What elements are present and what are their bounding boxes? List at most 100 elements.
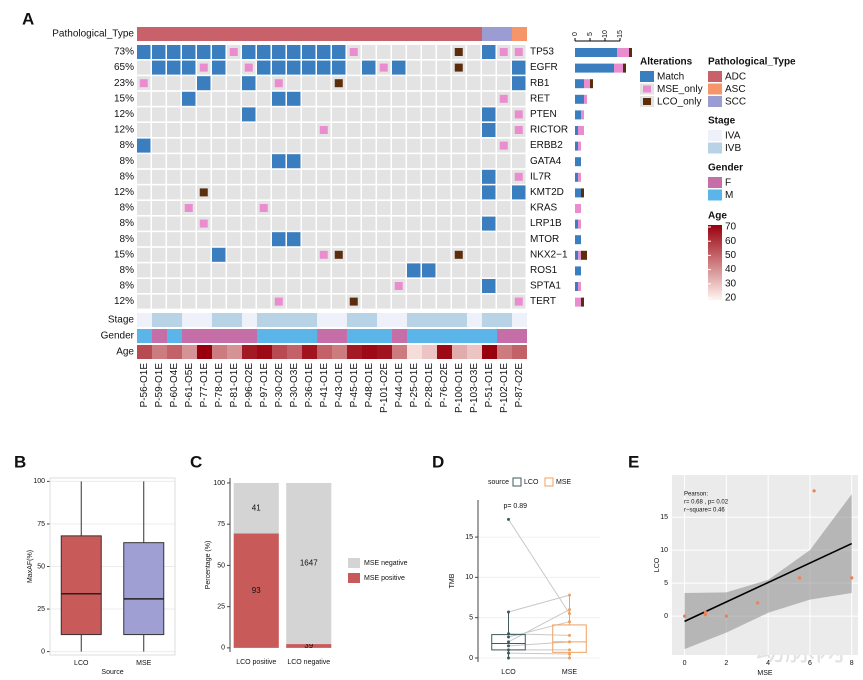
cell-background — [272, 107, 286, 122]
cell-background — [197, 294, 211, 309]
count-bar — [575, 235, 581, 245]
cell-background — [242, 91, 256, 106]
point — [507, 648, 510, 652]
gene-label: ERBB2 — [530, 140, 563, 151]
track-cell — [512, 27, 527, 41]
cell-background — [332, 232, 346, 247]
cell-background — [242, 279, 256, 293]
point — [850, 576, 854, 580]
alteration-1 — [244, 63, 253, 72]
alteration-match — [212, 60, 226, 75]
cell-background — [227, 169, 241, 184]
cell-background — [317, 294, 331, 309]
track-cell — [182, 313, 197, 327]
cell-background — [347, 60, 361, 75]
legend-title: Alterations — [640, 57, 693, 68]
alteration-1 — [184, 204, 193, 212]
cell-background — [392, 154, 406, 169]
cell-background — [242, 185, 256, 200]
alteration-match — [362, 60, 376, 75]
y-axis-label: LCO — [654, 557, 661, 572]
track-cell — [242, 329, 257, 343]
point — [724, 614, 728, 618]
cell-background — [197, 123, 211, 137]
cell-background — [482, 232, 496, 247]
track-cell — [257, 313, 272, 327]
alteration-match — [257, 45, 271, 59]
track-cell — [137, 27, 152, 41]
cell-background — [302, 294, 316, 309]
cell-background — [407, 169, 421, 184]
gene-label: RB1 — [530, 78, 550, 89]
cell-background — [272, 263, 286, 278]
alteration-match — [287, 91, 301, 106]
panel-label: A — [22, 9, 34, 28]
cell-background — [422, 232, 436, 247]
age-cell — [302, 345, 317, 359]
count-bar — [578, 282, 581, 291]
age-cell — [512, 345, 527, 359]
cell-background — [212, 216, 226, 231]
count-tick-label: 0 — [572, 32, 579, 36]
alteration-match — [512, 76, 526, 91]
cell-background — [422, 279, 436, 293]
alteration-match — [287, 45, 301, 59]
alteration-match — [182, 60, 196, 75]
track-cell — [452, 313, 467, 327]
cell-background — [512, 154, 526, 169]
percent-label: 8% — [120, 140, 135, 151]
point — [568, 640, 571, 644]
cell-background — [242, 232, 256, 247]
count-bar — [623, 63, 626, 73]
age-cell — [137, 345, 152, 359]
count-bar — [575, 282, 578, 291]
track-cell — [467, 27, 482, 41]
cell-background — [332, 294, 346, 309]
gene-label: MTOR — [530, 234, 559, 245]
cell-background — [437, 169, 451, 184]
x-tick-label: LCO positive — [236, 659, 276, 666]
cell-background — [497, 247, 511, 262]
alteration-match — [272, 60, 286, 75]
data-label: 41 — [252, 503, 261, 512]
percent-label: 8% — [120, 156, 135, 167]
cell-background — [497, 201, 511, 215]
bar-segment — [286, 482, 332, 645]
cell-background — [392, 247, 406, 262]
cell-background — [182, 279, 196, 293]
percent-label: 15% — [114, 93, 134, 104]
track-cell — [182, 27, 197, 41]
cell-background — [167, 232, 181, 247]
cell-background — [422, 76, 436, 91]
cell-background — [497, 263, 511, 278]
cell-background — [152, 247, 166, 262]
track-cell — [362, 27, 377, 41]
box — [60, 535, 102, 636]
cell-background — [272, 123, 286, 137]
track-cell — [167, 27, 182, 41]
cell-background — [452, 294, 466, 309]
cell-background — [212, 107, 226, 122]
cell-background — [467, 201, 481, 215]
age-cell — [437, 345, 452, 359]
legend-label: MSE positive — [364, 575, 405, 582]
x-tick-label: 6 — [808, 660, 812, 667]
cell-background — [467, 263, 481, 278]
cell-background — [197, 247, 211, 262]
alteration-1 — [379, 63, 388, 72]
y-tick-label: 10 — [660, 547, 668, 554]
cell-background — [347, 247, 361, 262]
cell-background — [482, 76, 496, 91]
cell-background — [182, 154, 196, 169]
cell-background — [452, 76, 466, 91]
track-cell — [452, 329, 467, 343]
cell-background — [227, 232, 241, 247]
cell-background — [137, 169, 151, 184]
x-tick-label: LCO — [501, 669, 516, 676]
track-cell — [152, 329, 167, 343]
sample-label: P-44-O1E — [394, 363, 405, 408]
sample-label: P-51-O1E — [484, 363, 495, 408]
cell-background — [182, 263, 196, 278]
cell-background — [512, 279, 526, 293]
